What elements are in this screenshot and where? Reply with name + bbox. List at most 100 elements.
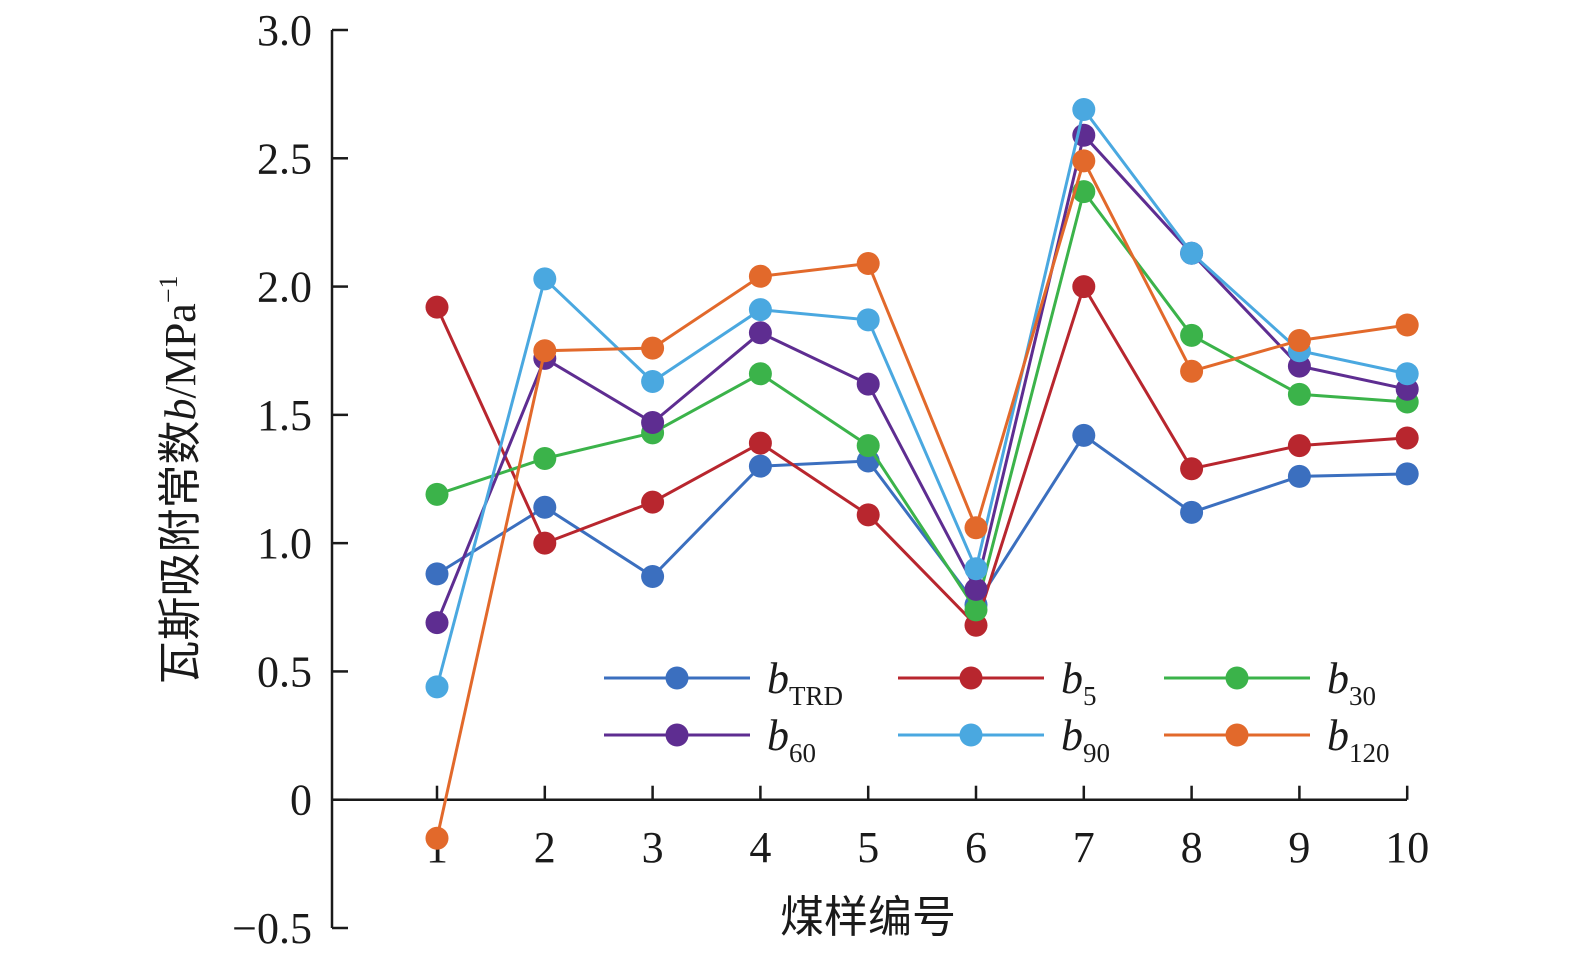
x-tick-label: 10 [1385, 823, 1429, 872]
legend-label: b60 [767, 711, 816, 768]
series-layer [425, 98, 1419, 850]
data-point [641, 490, 665, 514]
data-point [1072, 149, 1096, 173]
data-point [1180, 500, 1204, 524]
legend-label-sub: 5 [1083, 681, 1097, 711]
legend-label-sub: 90 [1083, 738, 1110, 768]
y-tick-label: 1.0 [257, 519, 312, 568]
legend-label-sub: 30 [1349, 681, 1376, 711]
y-axis-title-var: b [156, 399, 205, 421]
data-point [856, 308, 880, 332]
y-tick-label: −0.5 [232, 904, 312, 953]
y-axis-title-unit: /MPa [156, 303, 205, 398]
data-point [1287, 328, 1311, 352]
data-point [533, 267, 557, 291]
legend-swatch-marker [959, 666, 983, 690]
legend-item: b90 [898, 711, 1110, 768]
legend-label-main: b [1061, 711, 1083, 760]
data-point [425, 295, 449, 319]
data-point [533, 339, 557, 363]
data-point [641, 564, 665, 588]
legend-label-sub: 120 [1349, 738, 1390, 768]
legend-swatch-marker [665, 666, 689, 690]
data-point [748, 431, 772, 455]
legend-item: bTRD [604, 654, 843, 711]
data-point [1287, 464, 1311, 488]
data-point [1072, 98, 1096, 122]
data-point [1287, 382, 1311, 406]
legend-label: b90 [1061, 711, 1110, 768]
data-point [964, 516, 988, 540]
legend-item: b5 [898, 654, 1097, 711]
x-tick-label: 7 [1073, 823, 1095, 872]
series-5 [425, 275, 1419, 637]
data-point [856, 434, 880, 458]
y-axis-title-main: 瓦斯吸附常数 [155, 421, 206, 685]
data-point [641, 370, 665, 394]
data-point [748, 298, 772, 322]
data-point [425, 675, 449, 699]
x-axis-title: 煤样编号 [780, 892, 956, 943]
y-tick-label: 0.5 [257, 647, 312, 696]
legend-label: b5 [1061, 654, 1097, 711]
data-point [1072, 423, 1096, 447]
data-point [1287, 434, 1311, 458]
axes [330, 30, 1407, 928]
series-line [435, 132, 1408, 624]
legend-swatch-marker [1225, 723, 1249, 747]
series-line [435, 106, 1408, 688]
x-tick-label: 3 [642, 823, 664, 872]
data-point [641, 336, 665, 360]
legend-swatch-marker [959, 723, 983, 747]
x-tick-label: 9 [1288, 823, 1310, 872]
x-tick-label: 2 [534, 823, 556, 872]
data-point [748, 264, 772, 288]
y-axis-title-sup: −1 [154, 275, 183, 303]
data-point [1395, 313, 1419, 337]
legend-swatch-marker [665, 723, 689, 747]
data-point [1180, 323, 1204, 347]
legend-label-main: b [1327, 711, 1349, 760]
series-30 [425, 180, 1419, 622]
data-point [533, 446, 557, 470]
data-point [1395, 426, 1419, 450]
legend-label: b120 [1327, 711, 1390, 768]
x-tick-label: 6 [965, 823, 987, 872]
data-point [1180, 241, 1204, 265]
series-line [436, 433, 1408, 608]
y-axis-title: 瓦斯吸附常数b/MPa−1 [154, 275, 206, 684]
series-line [435, 282, 1408, 629]
series-line [435, 156, 1408, 839]
legend-label-main: b [1327, 654, 1349, 703]
data-point [856, 503, 880, 527]
data-point [964, 577, 988, 601]
data-point [1395, 462, 1419, 486]
y-tick-label: 2.5 [257, 134, 312, 183]
x-tick-label: 8 [1181, 823, 1203, 872]
y-tick-label: 2.0 [257, 263, 312, 312]
series-line [436, 188, 1408, 614]
x-tick-label: 5 [857, 823, 879, 872]
y-axis-ticks: −0.5 0 0.5 1.0 1.5 2.0 2.5 3.0 [232, 6, 348, 953]
data-point [964, 557, 988, 581]
data-point [1180, 359, 1204, 383]
legend-label: bTRD [767, 654, 843, 711]
data-point [425, 482, 449, 506]
legend-label-main: b [1061, 654, 1083, 703]
legend-label-sub: TRD [789, 681, 843, 711]
data-point [748, 321, 772, 345]
series-60 [425, 123, 1419, 635]
legend-item: b30 [1164, 654, 1376, 711]
data-point [1395, 362, 1419, 386]
data-point [856, 251, 880, 275]
data-point [533, 495, 557, 519]
legend-label-main: b [767, 654, 789, 703]
y-tick-label: 3.0 [257, 6, 312, 55]
data-point [748, 362, 772, 386]
data-point [964, 598, 988, 622]
data-point [425, 826, 449, 850]
data-point [641, 411, 665, 435]
x-tick-label: 4 [749, 823, 771, 872]
